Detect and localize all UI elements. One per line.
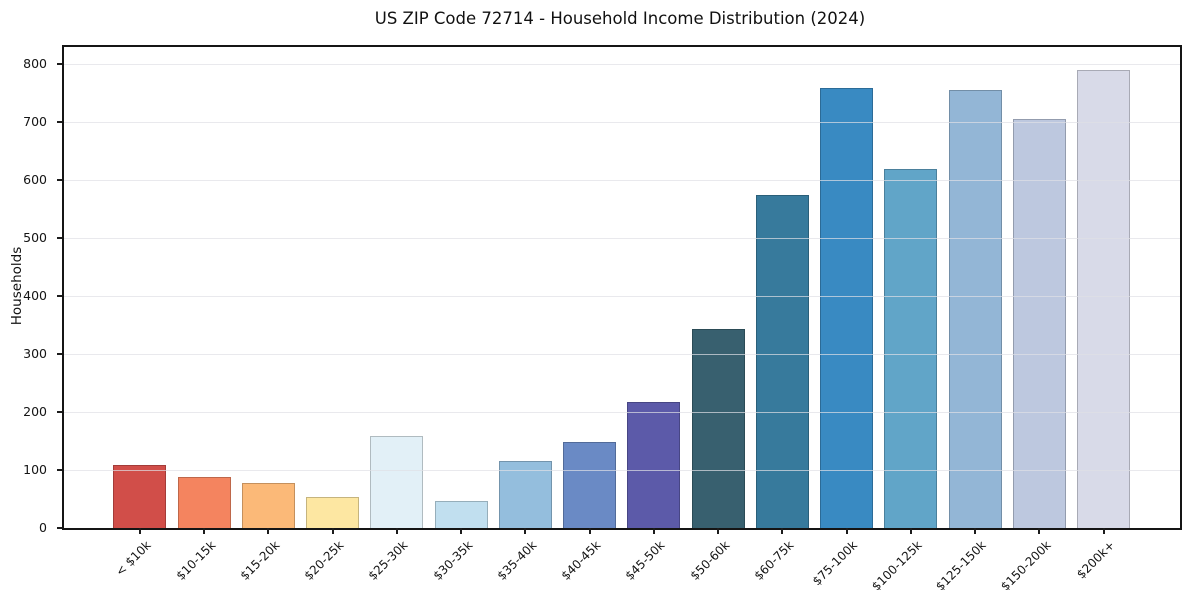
bar-40-45k: [563, 442, 617, 528]
x-tick-label-4: $25-30k: [365, 538, 411, 583]
x-axis-tick: [845, 528, 848, 534]
x-axis-tick: [974, 528, 977, 534]
bar-10k: [113, 465, 167, 528]
x-axis-tick: [460, 528, 463, 534]
bar-75-100k: [820, 88, 874, 528]
bar-50-60k: [691, 329, 745, 528]
x-tick-label-12: $100-125k: [869, 538, 925, 590]
gridline-y-600: [64, 179, 1180, 181]
bar-15-20k: [241, 483, 295, 528]
gridline-y-300: [64, 353, 1180, 355]
x-axis-tick: [909, 528, 912, 534]
y-axis-tick: [57, 353, 62, 356]
y-tick-label-600: 600: [23, 172, 47, 188]
bar-10-15k: [177, 477, 231, 528]
y-tick-label-200: 200: [23, 404, 47, 420]
y-tick-label-700: 700: [23, 114, 47, 130]
x-axis-tick: [652, 528, 655, 534]
x-axis-tick: [267, 528, 270, 534]
bar-125-150k: [948, 90, 1002, 528]
x-axis-tick: [717, 528, 720, 534]
x-tick-label-8: $45-50k: [622, 538, 668, 583]
y-tick-label-0: 0: [39, 520, 47, 535]
bar-20-25k: [306, 497, 360, 528]
x-axis-tick: [1102, 528, 1105, 534]
gridline-y-100: [64, 469, 1180, 471]
x-axis-tick: [588, 528, 591, 534]
gridline-y-500: [64, 237, 1180, 239]
x-tick-label-7: $40-45k: [558, 538, 604, 583]
bar-45-50k: [627, 401, 681, 528]
y-axis-label: Households: [9, 246, 25, 326]
x-tick-label-15: $200k+: [1073, 538, 1118, 582]
gridline-y-700: [64, 121, 1180, 123]
y-axis-tick: [57, 237, 62, 240]
gridline-y-200: [64, 411, 1180, 413]
x-axis-tick: [331, 528, 334, 534]
plot-area: 0 100 200 300 400 500 600 700 800 < $10k $10-15k $1…: [23, 45, 1182, 590]
x-tick-label-0: < $10k: [112, 538, 154, 579]
x-axis-tick: [203, 528, 206, 534]
x-tick-label-14: $150-200k: [997, 538, 1054, 590]
y-axis-tick: [57, 527, 62, 529]
x-axis-tick: [395, 528, 398, 534]
y-axis-tick: [57, 121, 62, 124]
x-tick-label-11: $75-100k: [810, 538, 861, 589]
x-tick-label-3: $20-25k: [301, 538, 347, 583]
y-axis-tick: [57, 179, 62, 182]
x-tick-label-9: $50-60k: [687, 538, 732, 583]
bar-100-125k: [884, 169, 938, 528]
y-axis-tick: [57, 295, 62, 298]
x-tick-label-10: $60-75k: [751, 538, 797, 583]
gridline-y-400: [64, 295, 1180, 297]
x-tick-label-1: $10-15k: [173, 538, 218, 583]
bar-25-30k: [370, 436, 424, 528]
bar-150-200k: [1012, 119, 1066, 528]
y-tick-label-100: 100: [23, 462, 47, 478]
x-tick-label-6: $35-40k: [494, 538, 540, 583]
chart-title: US ZIP Code 72714 - Household Income Dis…: [374, 9, 866, 28]
y-axis-tick: [57, 63, 62, 66]
x-tick-label-5: $30-35k: [430, 538, 475, 583]
y-tick-label-300: 300: [23, 346, 47, 362]
y-axis-tick: [57, 469, 62, 472]
y-tick-label-800: 800: [23, 56, 47, 72]
gridline-y-800: [64, 63, 1180, 65]
bar-200k: [1077, 69, 1131, 528]
y-tick-label-400: 400: [23, 288, 47, 304]
x-tick-label-13: $125-150k: [933, 538, 989, 590]
y-tick-label-500: 500: [23, 230, 47, 246]
x-tick-label-2: $15-20k: [237, 538, 283, 583]
bar-30-35k: [434, 500, 488, 528]
bar-60-75k: [755, 195, 809, 528]
x-axis-tick: [138, 528, 141, 534]
x-axis-tick: [781, 528, 784, 534]
x-axis-tick: [524, 528, 527, 534]
x-axis-tick: [1038, 528, 1041, 534]
y-axis-tick: [57, 411, 62, 414]
bar-35-40k: [498, 461, 552, 528]
